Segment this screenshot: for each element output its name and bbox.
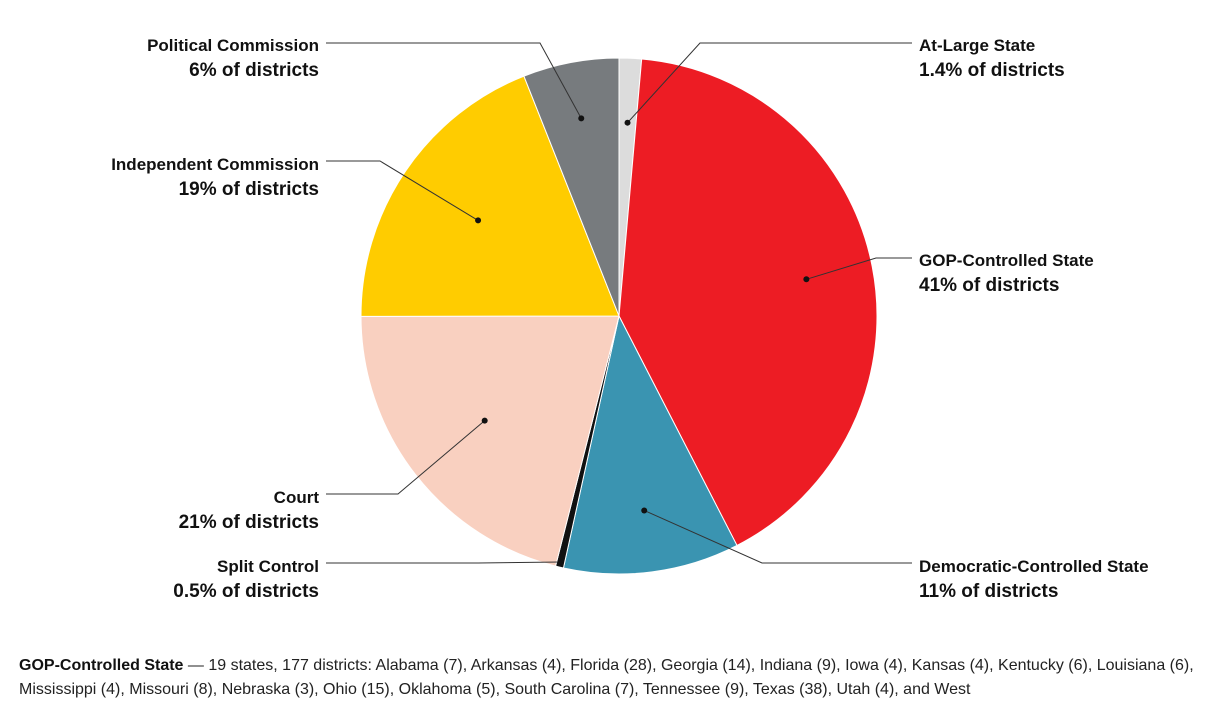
pie-chart: Political Commission 6% of districts Ind…	[111, 36, 1148, 602]
label-split-name: Split Control	[217, 557, 319, 576]
slice-dem	[562, 314, 738, 575]
leader-lines	[326, 42, 912, 566]
slice-court	[360, 315, 620, 567]
leader-line-at-large	[627, 42, 912, 124]
label-court-value: 21% of districts	[179, 512, 319, 533]
label-atlarge-name: At-Large State	[919, 36, 1035, 55]
label-split-value: 0.5% of districts	[173, 581, 319, 602]
leader-dot-political	[578, 115, 585, 122]
footnote-title: GOP-Controlled State	[19, 657, 184, 674]
leader-dot-split	[557, 559, 564, 566]
pie-slices	[360, 57, 878, 575]
label-dem-value: 11% of districts	[919, 581, 1058, 602]
slice-labels: Political Commission 6% of districts Ind…	[111, 36, 1148, 602]
leader-dot-dem	[641, 507, 648, 514]
leader-dot-court	[481, 417, 488, 424]
label-independent-value: 19% of districts	[179, 179, 319, 200]
leader-line-political	[326, 42, 582, 119]
leader-dot-independent	[475, 217, 482, 224]
label-gop-name: GOP-Controlled State	[919, 251, 1094, 270]
leader-line-dem	[644, 509, 912, 564]
slice-independent	[360, 75, 620, 317]
label-dem-name: Democratic-Controlled State	[919, 557, 1149, 576]
leader-line-independent	[326, 160, 479, 221]
label-court-name: Court	[274, 488, 320, 507]
label-atlarge-value: 1.4% of districts	[919, 60, 1065, 81]
slice-gop	[618, 58, 878, 547]
label-political-value: 6% of districts	[189, 60, 319, 81]
leader-line-split	[326, 561, 561, 564]
leader-line-gop	[806, 257, 912, 280]
label-political-name: Political Commission	[147, 36, 319, 55]
slice-political	[523, 57, 620, 317]
label-independent-name: Independent Commission	[111, 155, 319, 174]
leader-line-court	[326, 420, 486, 495]
footnote: GOP-Controlled State — 19 states, 177 di…	[19, 654, 1209, 702]
label-gop-value: 41% of districts	[919, 275, 1059, 296]
leader-dot-at-large	[624, 119, 631, 126]
leader-dot-gop	[803, 276, 810, 283]
footnote-text: — 19 states, 177 districts: Alabama (7),…	[19, 657, 1194, 698]
